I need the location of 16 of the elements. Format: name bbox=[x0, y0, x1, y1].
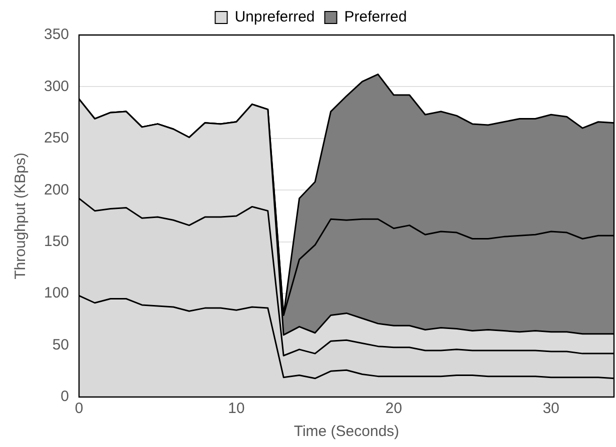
y-tick-label: 0 bbox=[60, 388, 70, 406]
y-tick-label: 300 bbox=[44, 78, 70, 95]
x-axis-title: Time (Seconds) bbox=[294, 423, 400, 440]
x-tick-label: 30 bbox=[542, 400, 560, 418]
legend-label: Preferred bbox=[344, 8, 407, 26]
y-axis-title: Throughput (KBps) bbox=[12, 152, 30, 280]
x-tick-label: 20 bbox=[385, 400, 402, 418]
y-tick-label: 50 bbox=[52, 336, 70, 354]
y-tick-label: 200 bbox=[44, 181, 70, 198]
y-tick-label: 350 bbox=[44, 26, 70, 44]
y-tick-label: 100 bbox=[44, 284, 70, 302]
x-tick-label: 10 bbox=[228, 400, 245, 418]
y-tick-label: 250 bbox=[44, 130, 70, 147]
x-tick-label: 0 bbox=[74, 400, 84, 418]
y-tick-label: 150 bbox=[44, 233, 70, 250]
legend-label: Unpreferred bbox=[234, 8, 315, 26]
